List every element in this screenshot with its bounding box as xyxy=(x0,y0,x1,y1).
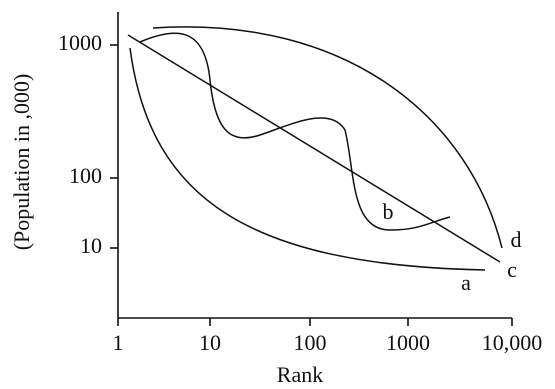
curve-label: d xyxy=(511,227,522,252)
y-tick-label: 10 xyxy=(80,233,102,258)
curve-b xyxy=(139,32,451,231)
x-tick-label: 10 xyxy=(199,330,221,355)
x-axis-title: Rank xyxy=(277,362,323,387)
curve-d xyxy=(152,26,503,249)
curve-label: a xyxy=(461,270,471,295)
axes xyxy=(110,12,513,326)
curve-label: b xyxy=(383,199,394,224)
x-tick-label: 1 xyxy=(113,330,124,355)
y-axis-title: (Population in ,000) xyxy=(9,74,34,251)
curve-a xyxy=(129,47,486,271)
x-tick-label: 10,000 xyxy=(482,330,543,355)
y-tick-label: 1000 xyxy=(58,30,102,55)
x-tick-label: 100 xyxy=(294,330,327,355)
curve-c xyxy=(127,34,501,263)
x-tick-label: 1000 xyxy=(386,330,430,355)
curve-label: c xyxy=(507,257,517,282)
y-tick-label: 100 xyxy=(69,163,102,188)
